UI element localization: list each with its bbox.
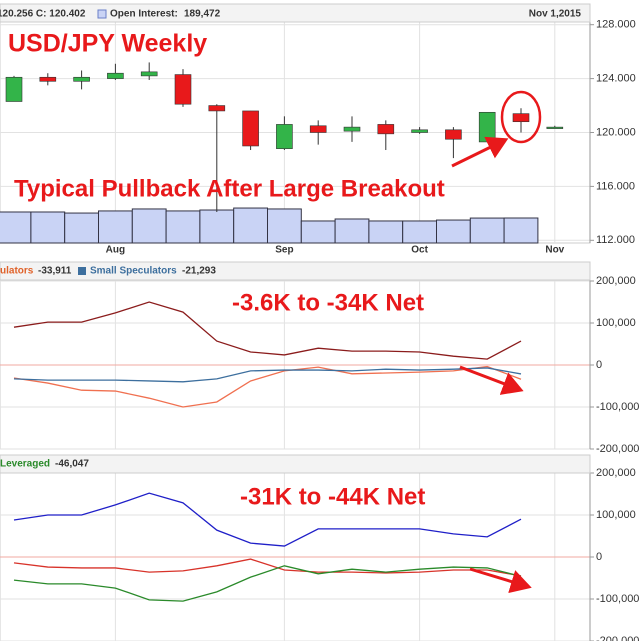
legend-label: Open Interest: [110,9,178,20]
y-tick-label: 100,000 [596,509,636,521]
y-tick-label: 0 [596,359,602,371]
legend-swatch [78,267,86,275]
series-line [13,492,522,547]
x-tick-label: Aug [106,245,125,256]
series-line [13,365,522,408]
candle-body [478,111,496,143]
legend-value: -21,293 [182,266,216,277]
candle-body [5,76,23,102]
annotation-arrow [469,567,532,594]
legend-swatch [97,9,107,19]
y-tick-label: 200,000 [596,467,636,479]
plot-area [0,261,591,450]
annotation: -3.6K to -34K Net [232,289,424,316]
open-interest-bar [267,208,302,244]
candle-body [309,125,327,133]
annotation: -31K to -44K Net [240,483,425,510]
y-tick-label: 112.000 [596,234,635,246]
open-interest-bar [199,209,235,244]
annotation: USD/JPY Weekly [8,30,207,58]
candle-body [512,113,530,123]
series-line [13,367,522,383]
open-interest-bar [436,219,471,244]
annotation-arrow [459,365,524,395]
candle-body [39,76,57,82]
candle-body [208,105,226,112]
open-interest-bar [233,207,268,244]
legend-label: Small Speculators [90,266,177,277]
y-tick-label: -200,000 [596,443,639,455]
header-bar [0,3,591,23]
open-interest-bar [0,211,32,244]
y-tick-label: -100,000 [596,401,639,413]
y-tick-label: -200,000 [596,635,639,641]
open-interest-bar [165,210,201,244]
y-tick-label: 100,000 [596,317,636,329]
y-tick-label: 128.000 [596,19,636,31]
candle-body [411,129,428,133]
plot-area [0,454,591,641]
y-tick-label: 124.000 [596,73,636,85]
header-bar [0,454,591,474]
candle-body [242,110,259,147]
legend-label: Leveraged [0,459,50,470]
annotation-circle [500,90,542,144]
x-tick-label: Oct [411,245,428,256]
annotation-arrow [451,136,509,168]
y-tick-label: 120.000 [596,126,636,138]
series-line [13,565,522,602]
series-line [13,301,522,360]
open-interest-bar [402,220,438,244]
legend-value: -33,911 [38,266,72,277]
open-interest-bar [503,217,539,244]
candle-body [343,126,361,132]
series-line [13,558,522,577]
legend-value: -46,047 [55,459,89,470]
y-tick-label: 200,000 [596,275,636,287]
open-interest-bar [368,220,404,244]
open-interest-bar [30,211,66,244]
x-tick-label: Nov [545,245,564,256]
candle-body [276,124,293,149]
y-tick-label: 116.000 [596,180,635,192]
y-tick-label: -100,000 [596,593,639,605]
open-interest-bar [469,217,505,244]
candle-body [107,72,124,79]
open-interest-bar [334,218,370,244]
candle-body [73,76,90,82]
open-interest-bar [131,208,167,244]
open-interest-bar [300,220,336,244]
header-date: Nov 1,2015 [529,9,582,20]
open-interest-bar [98,210,133,244]
candle-body [377,124,395,135]
candle-body [445,129,462,140]
candle-body [140,71,158,77]
annotation: Typical Pullback After Large Breakout [14,175,445,202]
header-info: 120.256 C: 120.402 [0,9,86,20]
x-tick-label: Sep [275,245,293,256]
legend-label: ulators [0,266,34,277]
y-tick-label: 0 [596,551,602,563]
header-bar [0,261,591,281]
legend-value: 189,472 [184,9,221,20]
open-interest-bar [64,212,99,244]
candle-body [174,74,192,105]
candle-body [546,126,564,129]
